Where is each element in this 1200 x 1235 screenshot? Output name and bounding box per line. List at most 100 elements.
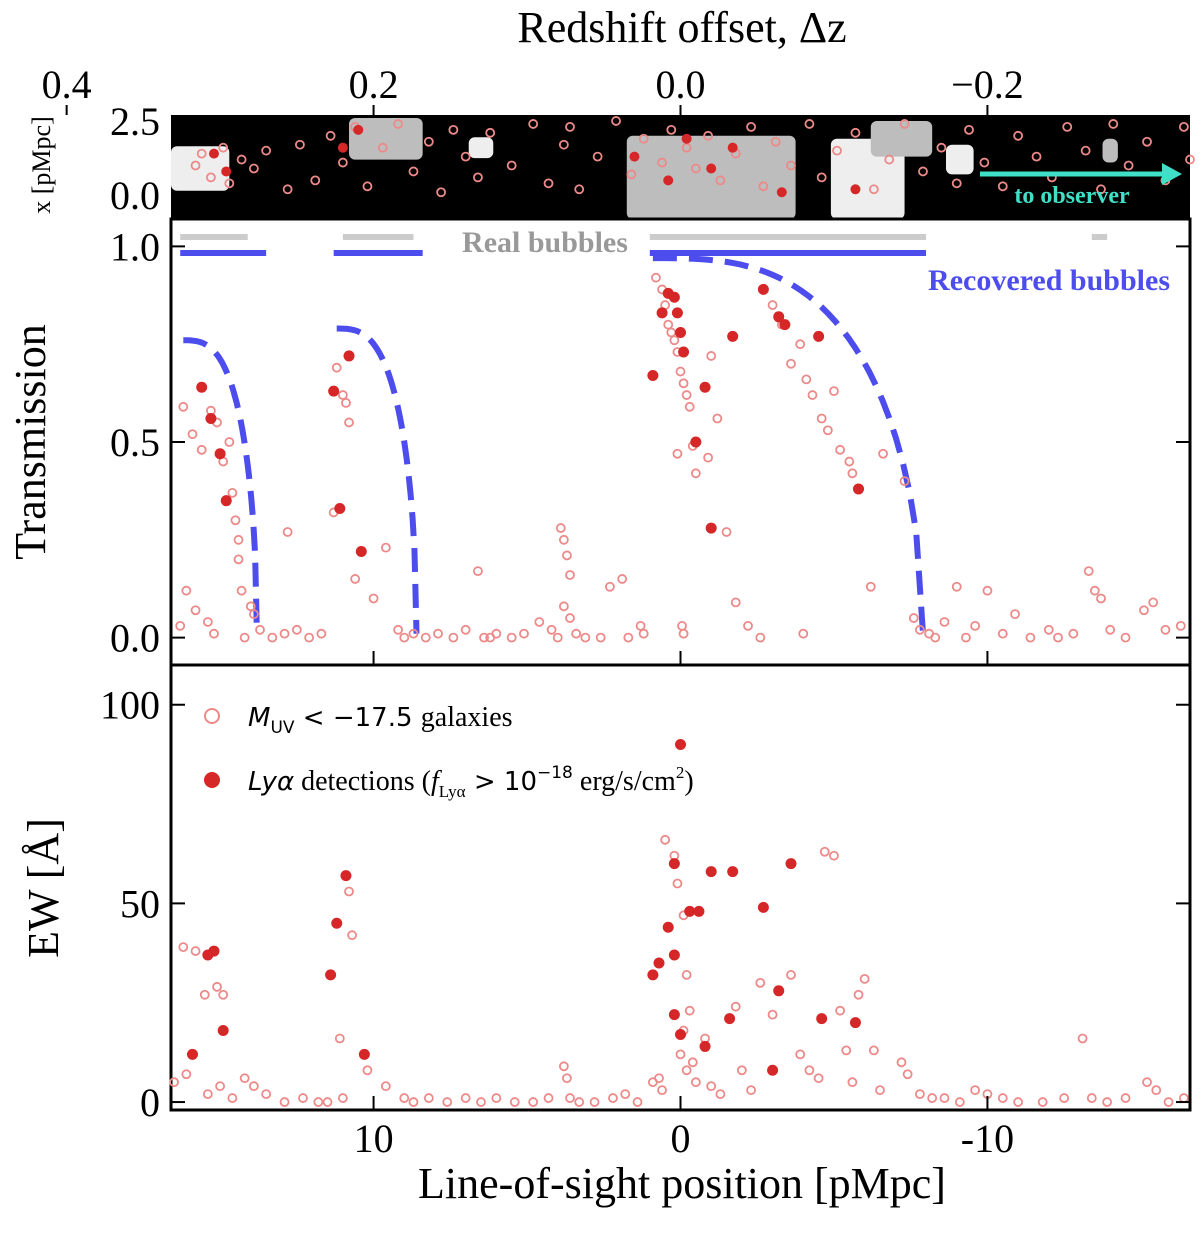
ew-galaxy-point — [261, 1089, 272, 1100]
legend-galaxies-marker — [204, 708, 220, 724]
transmission-detection-point — [328, 385, 340, 397]
transmission-detection-point — [853, 483, 865, 495]
ew-galaxy-point — [380, 1081, 391, 1092]
transmission-galaxy-point — [844, 456, 855, 467]
transmission-galaxy-point — [399, 632, 410, 643]
ew-galaxy-point — [927, 1093, 938, 1103]
transmission-galaxy-point — [267, 632, 278, 643]
transmission-galaxy-point — [196, 444, 207, 455]
legend-galaxies-label: MUV < −17.5 galaxies — [248, 702, 513, 738]
map-galaxy-point — [423, 136, 434, 147]
transmission-tick-label: 1.0 — [110, 224, 160, 269]
ew-galaxy-point — [654, 1073, 664, 1084]
transmission-galaxy-point — [651, 272, 661, 283]
transmission-galaxy-point — [420, 632, 431, 643]
map-galaxy-point — [884, 154, 895, 165]
ew-galaxy-point — [218, 989, 229, 1000]
ew-detection-point — [208, 945, 220, 957]
transmission-detection-point — [656, 307, 668, 319]
ew-detection-point — [186, 1048, 198, 1060]
map-galaxy-point — [816, 172, 827, 183]
map-galaxy-point — [206, 172, 216, 183]
ew-galaxy-point — [690, 1077, 701, 1088]
ew-detection-point — [767, 1064, 779, 1076]
transmission-galaxy-point — [1148, 597, 1159, 608]
ew-galaxy-point — [589, 1097, 600, 1107]
transmission-detection-point — [647, 369, 659, 381]
transmission-galaxy-point — [706, 351, 717, 361]
ew-galaxy-point — [528, 1097, 539, 1107]
transmission-galaxy-point — [681, 390, 692, 400]
transmission-galaxy-point — [565, 570, 575, 580]
transmission-galaxy-point — [282, 527, 293, 537]
map-galaxy-point — [190, 160, 201, 171]
recovered-curve — [183, 337, 260, 634]
transmission-galaxy-point — [233, 554, 244, 565]
transmission-galaxy-point — [175, 620, 186, 631]
map-galaxy-point — [282, 184, 293, 195]
transmission-galaxy-point — [236, 585, 247, 596]
ew-galaxy-point — [279, 1097, 290, 1107]
transmission-galaxy-point — [672, 448, 683, 459]
ew-galaxy-point — [298, 1093, 308, 1103]
map-galaxy-point — [460, 151, 471, 162]
map-galaxy-point — [248, 163, 259, 174]
map-galaxy-point — [1013, 130, 1024, 141]
map-galaxy-point — [703, 130, 714, 141]
ew-galaxy-point — [706, 1081, 717, 1092]
ew-galaxy-point — [684, 1005, 695, 1016]
map-galaxy-point — [690, 163, 701, 174]
ew-detection-point — [340, 870, 352, 882]
transmission-galaxy-point — [982, 585, 993, 596]
transmission-galaxy-point — [930, 632, 941, 643]
transmission-galaxy-point — [666, 327, 677, 338]
transmission-ticks: 1.0 0.5 0.0 — [110, 224, 1190, 665]
ew-detection-point — [647, 969, 659, 981]
x-axis-ticks: 10 0 -10 — [354, 1096, 1014, 1161]
transmission-galaxy-point — [279, 628, 290, 639]
transmission-galaxy-point — [233, 534, 244, 545]
ew-galaxy-point — [657, 1085, 667, 1096]
transmission-galaxy-point — [703, 452, 714, 463]
map-galaxy-point — [1185, 154, 1195, 165]
map-galaxy-point — [436, 187, 446, 198]
map-galaxy-point — [1096, 184, 1106, 195]
x-tick-label: 0 — [671, 1116, 691, 1161]
ew-galaxy-point — [868, 1045, 879, 1056]
ew-galaxy-point — [178, 942, 189, 952]
transmission-galaxy-point — [816, 413, 827, 424]
transmission-galaxy-point — [1096, 593, 1106, 604]
transmission-galaxy-point — [677, 620, 687, 631]
ew-galaxy-point — [660, 834, 671, 845]
map-galaxy-point — [1123, 160, 1134, 171]
map-galaxy-point — [528, 119, 539, 129]
transmission-galaxy-point — [795, 339, 806, 350]
ew-detection-point — [668, 858, 680, 870]
transmission-galaxy-point — [847, 468, 858, 479]
real-bubbles-label: Real bubbles — [462, 226, 628, 259]
map-detection-point — [629, 151, 640, 162]
ew-galaxy-point — [215, 1081, 226, 1092]
ew-ticks: 100 50 0 — [100, 683, 1190, 1125]
map-region — [626, 135, 796, 219]
map-galaxy-point — [626, 169, 637, 180]
ew-detection-point — [849, 1017, 861, 1029]
ew-galaxy-point — [902, 1069, 913, 1080]
map-ytick-label: 2.5 — [110, 99, 160, 144]
transmission-ylabel: Transmission — [6, 324, 55, 560]
map-galaxy-point — [196, 148, 207, 159]
transmission-galaxy-point — [970, 620, 981, 631]
map-detection-point — [776, 187, 787, 198]
ew-galaxy-point — [460, 1093, 471, 1103]
transmission-galaxy-point — [571, 628, 582, 639]
transmission-galaxy-point — [675, 366, 686, 377]
ew-galaxy-point — [423, 1093, 434, 1103]
ew-galaxy-point — [632, 1097, 643, 1107]
transmission-galaxy-point — [245, 601, 256, 612]
map-detection-point — [850, 184, 861, 195]
ew-detection-point — [727, 866, 739, 878]
transmission-detection-point — [813, 330, 825, 342]
ew-points — [169, 738, 1189, 1107]
ew-detection-point — [325, 969, 337, 981]
map-galaxy-point — [337, 157, 348, 168]
